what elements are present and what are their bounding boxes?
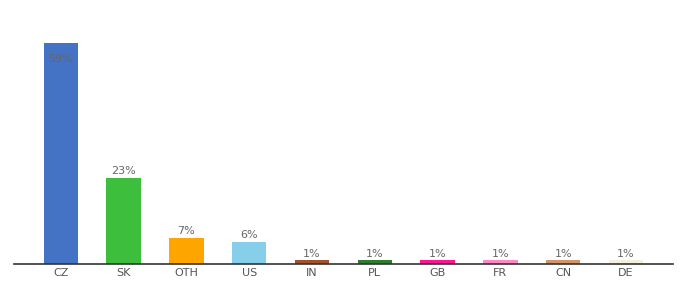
Text: 1%: 1% xyxy=(492,249,509,259)
Bar xyxy=(546,260,581,264)
Bar xyxy=(232,242,267,264)
Text: 1%: 1% xyxy=(554,249,572,259)
Text: 1%: 1% xyxy=(617,249,634,259)
Text: 1%: 1% xyxy=(429,249,446,259)
Text: 1%: 1% xyxy=(366,249,384,259)
Bar xyxy=(358,260,392,264)
Bar xyxy=(483,260,517,264)
Bar xyxy=(106,178,141,264)
Text: 1%: 1% xyxy=(303,249,321,259)
Text: 23%: 23% xyxy=(112,166,136,176)
Bar xyxy=(169,238,204,264)
Bar xyxy=(294,260,329,264)
Text: 7%: 7% xyxy=(177,226,195,236)
Text: 6%: 6% xyxy=(241,230,258,240)
Bar xyxy=(420,260,455,264)
Text: 59%: 59% xyxy=(48,54,73,64)
Bar xyxy=(44,43,78,264)
Bar xyxy=(609,260,643,264)
